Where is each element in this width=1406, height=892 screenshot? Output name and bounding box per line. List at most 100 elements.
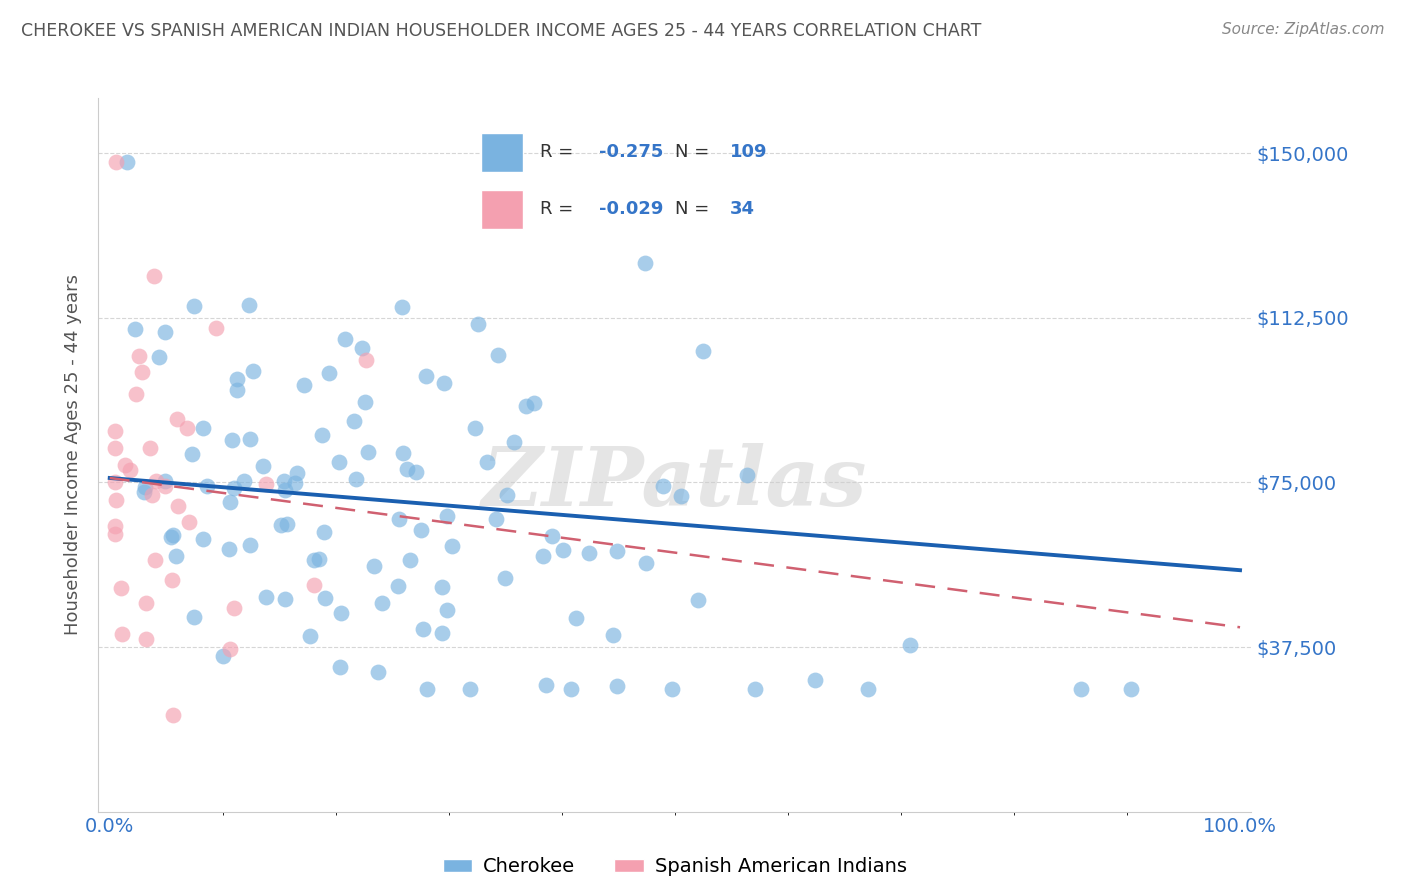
Point: [111, 627, 134, 641]
Point: [254, 477, 277, 491]
Point: [357, 445, 380, 459]
Point: [238, 297, 260, 311]
Point: [125, 386, 148, 401]
Point: [352, 341, 374, 355]
Point: [242, 364, 264, 378]
Point: [128, 349, 150, 363]
Text: Source: ZipAtlas.com: Source: ZipAtlas.com: [1222, 22, 1385, 37]
Point: [304, 553, 326, 567]
Point: [131, 365, 153, 379]
Point: [274, 592, 297, 607]
Point: [354, 353, 377, 368]
Point: [329, 606, 352, 620]
Point: [165, 549, 187, 563]
Point: [162, 708, 184, 723]
Point: [212, 648, 235, 663]
Point: [105, 154, 128, 169]
Point: [110, 581, 132, 595]
Point: [191, 532, 214, 546]
Point: [560, 681, 582, 696]
Point: [124, 322, 146, 336]
Point: [104, 441, 127, 455]
Point: [464, 421, 486, 435]
Point: [606, 544, 628, 558]
Point: [856, 681, 879, 696]
Point: [523, 396, 546, 410]
Text: ZIPatlas: ZIPatlas: [482, 443, 868, 524]
Point: [183, 609, 205, 624]
Point: [225, 384, 247, 398]
Point: [1070, 681, 1092, 696]
Point: [433, 376, 456, 390]
Point: [744, 681, 766, 696]
Point: [302, 577, 325, 591]
Point: [239, 432, 262, 446]
Point: [153, 479, 176, 493]
Point: [270, 518, 292, 533]
Point: [605, 679, 627, 693]
Point: [391, 300, 413, 314]
Point: [440, 540, 463, 554]
Point: [224, 481, 246, 495]
Point: [273, 474, 295, 488]
Point: [141, 488, 163, 502]
Point: [298, 629, 321, 643]
Point: [436, 508, 458, 523]
Point: [536, 678, 558, 692]
Point: [494, 571, 516, 585]
Point: [318, 366, 340, 380]
Point: [692, 343, 714, 358]
Point: [496, 488, 519, 502]
Point: [139, 441, 162, 455]
Point: [314, 591, 336, 605]
Point: [486, 348, 509, 362]
Point: [363, 559, 385, 574]
Point: [232, 475, 254, 489]
Point: [167, 499, 190, 513]
Point: [392, 446, 415, 460]
Point: [191, 420, 214, 434]
Point: [388, 512, 411, 526]
Point: [160, 573, 183, 587]
Point: [153, 475, 176, 489]
Point: [343, 415, 366, 429]
Point: [104, 519, 127, 533]
Point: [114, 458, 136, 472]
Point: [254, 591, 277, 605]
Point: [411, 523, 433, 537]
Point: [104, 526, 127, 541]
Point: [134, 480, 156, 494]
Point: [541, 529, 564, 543]
Point: [405, 465, 427, 479]
Point: [436, 603, 458, 617]
Point: [252, 459, 274, 474]
Point: [224, 600, 246, 615]
Point: [416, 681, 439, 696]
Point: [898, 638, 921, 652]
Point: [515, 400, 537, 414]
Point: [308, 552, 330, 566]
Point: [160, 530, 183, 544]
Point: [371, 596, 394, 610]
Point: [686, 593, 709, 607]
Point: [276, 517, 298, 532]
Point: [195, 479, 218, 493]
Point: [204, 321, 226, 335]
Point: [328, 660, 350, 674]
Point: [387, 579, 409, 593]
Point: [467, 317, 489, 331]
Point: [565, 611, 588, 625]
Point: [1121, 681, 1143, 696]
Point: [477, 454, 499, 468]
Point: [142, 268, 165, 283]
Point: [155, 325, 177, 339]
Point: [162, 527, 184, 541]
Point: [292, 377, 315, 392]
Point: [143, 553, 166, 567]
Point: [551, 543, 574, 558]
Point: [148, 350, 170, 364]
Point: [344, 473, 367, 487]
Point: [602, 628, 624, 642]
Point: [634, 556, 657, 570]
Point: [218, 541, 240, 556]
